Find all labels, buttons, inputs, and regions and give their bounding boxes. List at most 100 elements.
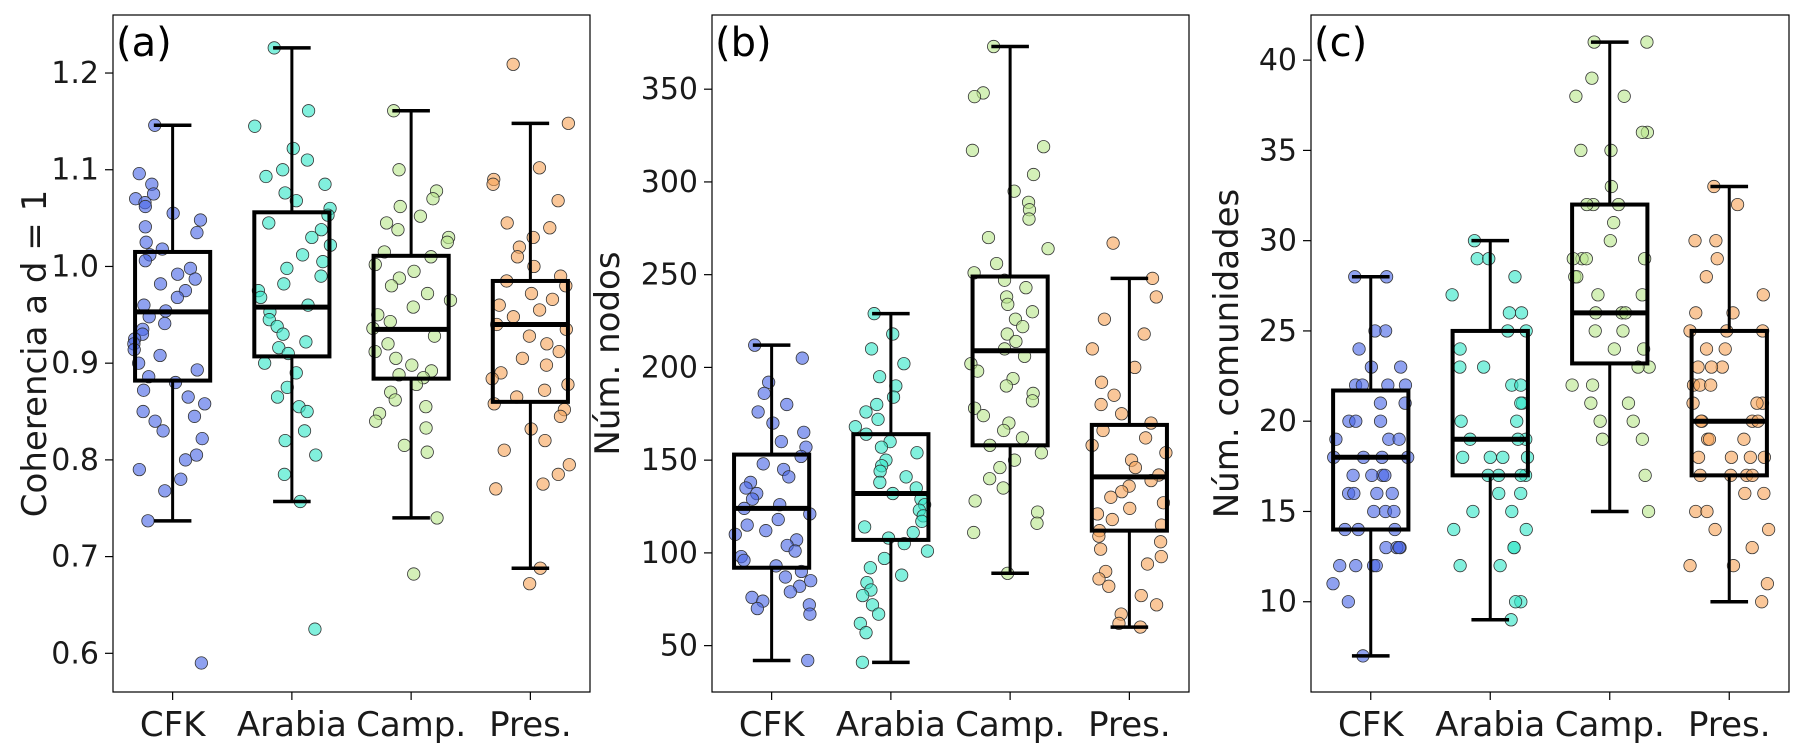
data-point [1579,252,1593,266]
data-point [1502,306,1516,320]
data-point [272,341,286,355]
y-tick-label: 50 [660,629,698,664]
data-point [522,329,537,343]
data-point [300,153,314,167]
data-point [1097,312,1111,326]
data-point [486,177,500,191]
data-point [801,653,815,668]
data-point [270,390,285,404]
data-point [407,264,421,278]
data-point [259,169,273,184]
data-point [1710,252,1724,266]
data-point [864,342,879,356]
y-tick-label: 1.2 [51,56,99,91]
x-tick-label: Arabia [836,705,946,745]
data-point [1385,486,1399,501]
data-point [1378,468,1392,482]
data-point [132,462,146,477]
data-point [1034,446,1049,460]
data-point [1635,432,1649,446]
data-point [1755,595,1769,609]
data-point [874,440,889,454]
data-point [965,143,980,157]
data-point [158,316,172,331]
data-point [295,248,310,262]
box-iqr [1570,202,1650,366]
data-point [309,448,323,462]
data-point [1031,505,1045,519]
data-point [997,423,1011,438]
y-tick-label: 0.8 [51,443,99,478]
y-tick-label: 1.0 [51,249,99,284]
data-point [737,553,751,567]
data-point [148,414,162,428]
data-point [532,161,547,175]
data-point [308,622,322,636]
data-point [301,104,316,118]
data-point [405,358,419,372]
data-point [871,412,885,426]
data-point [1595,432,1610,446]
data-point [886,390,901,404]
data-point [1510,414,1524,428]
data-point [1145,271,1160,285]
data-point [561,116,575,130]
data-point [1346,468,1360,482]
data-point [782,470,796,484]
data-point [740,518,754,532]
data-point [426,192,440,206]
chart-panel-1: 0.6 0.7 0.8 0.9 1.0 1.1 1.2 CFK Arabia Camp. Pres.… [15,14,591,745]
data-point [1094,375,1109,389]
data-point [1392,432,1406,446]
data-point [968,494,982,508]
data-point [523,577,537,591]
data-point [193,213,208,227]
y-axis-label: Núm. comunidades [1207,189,1247,519]
data-point [1738,486,1752,501]
data-point [1584,396,1598,410]
data-point [178,453,193,467]
data-point [863,561,877,575]
data-point [189,448,204,462]
data-point [194,656,208,670]
data-point [1016,320,1030,334]
data-point [489,482,503,496]
data-point [967,90,982,104]
data-point [1009,334,1023,349]
data-point [759,524,773,538]
data-point [1699,342,1714,356]
data-point [1588,324,1602,338]
data-point [500,216,514,230]
data-point [1106,236,1120,250]
data-point [1102,579,1116,593]
panel-label: (a) [116,20,172,66]
data-point [195,432,209,446]
data-point [413,209,428,223]
data-point [1150,598,1164,612]
data-point [797,425,811,439]
y-axis-label: Coherencia a d = 1 [15,190,55,517]
data-point [1683,559,1697,573]
data-point [873,475,887,490]
data-point [543,221,557,235]
data-point [138,199,152,214]
data-point [1514,396,1528,410]
y-tick-label: 1.1 [51,153,99,188]
data-point [1025,305,1040,319]
data-point [1699,270,1713,284]
data-point [1617,89,1631,103]
y-tick-label: 15 [1259,494,1297,529]
data-point [1743,450,1757,464]
data-point [316,255,330,269]
data-point [278,433,292,448]
plot-frame [1310,14,1790,693]
data-point [1604,179,1618,194]
data-point [1603,234,1617,248]
data-point [139,235,153,249]
data-point [1700,504,1714,519]
y-axis-label: Núm. nodos [588,251,628,455]
data-point [305,230,319,245]
data-point [1505,504,1519,519]
data-point [497,443,511,457]
data-point [1094,542,1108,556]
